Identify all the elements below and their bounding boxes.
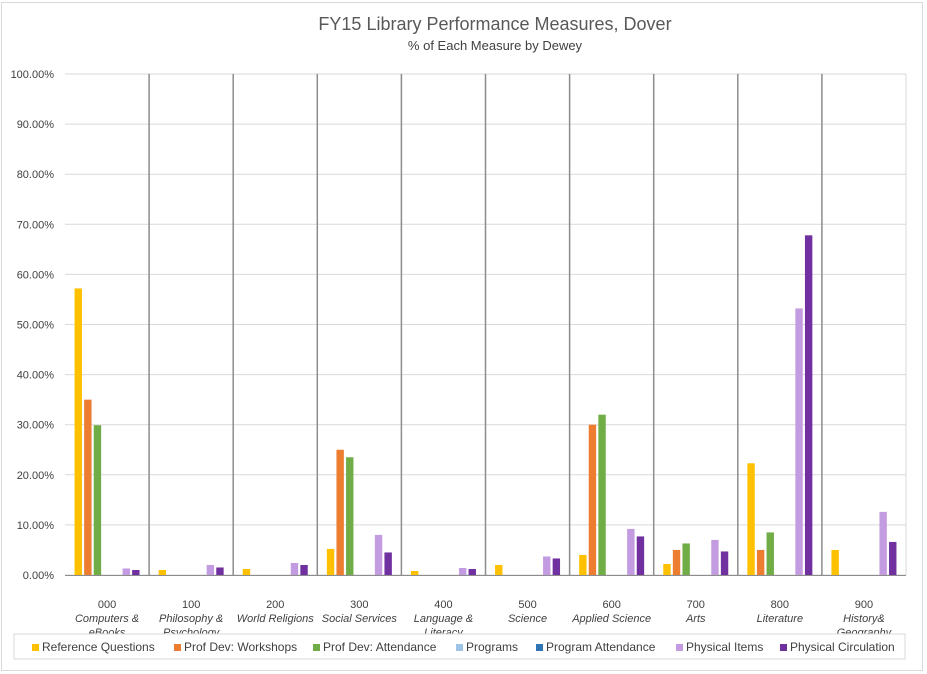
bar	[598, 414, 606, 575]
bar	[374, 534, 383, 575]
x-tick-code: 700	[687, 599, 705, 611]
y-tick-label: 100.00%	[11, 69, 55, 81]
bar	[672, 549, 681, 575]
x-tick-name: Language &	[414, 613, 473, 625]
legend: Reference Questions Prof Dev: Workshops Pr…	[13, 633, 906, 660]
y-tick-label: 80.00%	[17, 169, 55, 181]
bar	[132, 569, 140, 575]
legend-label: Reference Questions	[42, 640, 155, 654]
legend-label: Prof Dev: Workshops	[184, 640, 297, 654]
bar	[711, 539, 719, 575]
bar	[242, 568, 251, 575]
legend-swatch	[174, 644, 181, 651]
bar	[74, 288, 82, 575]
y-tick-label: 60.00%	[17, 269, 55, 281]
legend-swatch	[32, 644, 39, 651]
y-axis: 0.00% 10.00% 20.00% 30.00% 40.00% 50.00% 60.00…	[11, 69, 55, 582]
x-tick-name: Literature	[757, 613, 803, 625]
x-tick-code: 400	[434, 599, 452, 611]
x-tick-code: 100	[182, 599, 200, 611]
bar	[720, 551, 729, 575]
bar	[804, 235, 813, 575]
chart-canvas: FY15 Library Performance Measures, Dover…	[11, 14, 907, 660]
x-tick-code: 800	[771, 599, 789, 611]
y-tick-label: 0.00%	[23, 570, 54, 582]
x-tick-code: 300	[350, 599, 368, 611]
x-tick-code: 600	[602, 599, 620, 611]
y-tick-label: 50.00%	[17, 320, 55, 332]
y-tick-label: 30.00%	[17, 420, 55, 432]
x-tick-name: Applied Science	[571, 613, 651, 625]
bar	[158, 569, 167, 575]
legend-label: Programs	[466, 640, 518, 654]
legend-label: Physical Items	[686, 640, 763, 654]
chart-subtitle: % of Each Measure by Dewey	[408, 38, 583, 53]
x-tick-name: Arts	[685, 613, 706, 625]
y-tick-label: 70.00%	[17, 219, 55, 231]
bar	[747, 463, 755, 575]
legend-label: Physical Circulation	[790, 640, 895, 654]
bar	[290, 562, 299, 575]
bar	[663, 563, 671, 575]
x-tick-name: Science	[508, 613, 547, 625]
bar	[216, 567, 224, 575]
bar	[468, 568, 476, 575]
bar	[326, 548, 335, 575]
bar	[766, 532, 774, 575]
x-tick-name: Computers &	[75, 613, 139, 625]
legend-label: Program Attendance	[546, 640, 656, 654]
bar	[636, 536, 645, 575]
x-tick-code: 500	[518, 599, 536, 611]
x-tick-code: 200	[266, 599, 284, 611]
bar	[579, 554, 587, 575]
bar	[831, 549, 839, 575]
legend-swatch	[536, 644, 543, 651]
bar	[346, 457, 354, 575]
bar	[588, 424, 597, 575]
legend-swatch	[313, 644, 320, 651]
x-tick-name: World Religions	[237, 613, 315, 625]
bar	[889, 541, 897, 575]
x-tick-name: History&	[843, 613, 885, 625]
bar	[206, 564, 215, 575]
bar	[300, 564, 308, 575]
y-tick-label: 20.00%	[17, 470, 55, 482]
legend-swatch	[676, 644, 683, 651]
bar	[336, 449, 344, 575]
bar	[795, 308, 803, 575]
bar	[384, 552, 392, 575]
bar	[122, 568, 130, 575]
category-dividers	[148, 74, 907, 575]
bar	[879, 511, 887, 575]
x-tick-code: 900	[855, 599, 873, 611]
legend-swatch	[780, 644, 787, 651]
chart-title: FY15 Library Performance Measures, Dover	[318, 14, 671, 34]
legend-swatch	[456, 644, 463, 651]
bar	[495, 564, 503, 575]
bar	[552, 558, 561, 575]
x-tick-name: Social Services	[322, 613, 398, 625]
y-tick-label: 10.00%	[17, 520, 55, 532]
legend-label: Prof Dev: Attendance	[323, 640, 437, 654]
bar	[543, 556, 551, 575]
bar	[756, 549, 765, 575]
x-tick-name: Philosophy &	[159, 613, 223, 625]
y-tick-label: 40.00%	[17, 370, 55, 382]
bar	[627, 528, 635, 575]
bar	[93, 425, 102, 575]
bar	[458, 567, 467, 575]
x-tick-code: 000	[98, 599, 116, 611]
bar	[410, 570, 419, 575]
y-tick-label: 90.00%	[17, 119, 55, 131]
bar	[682, 543, 690, 575]
bars	[74, 235, 897, 575]
bar	[84, 399, 92, 575]
